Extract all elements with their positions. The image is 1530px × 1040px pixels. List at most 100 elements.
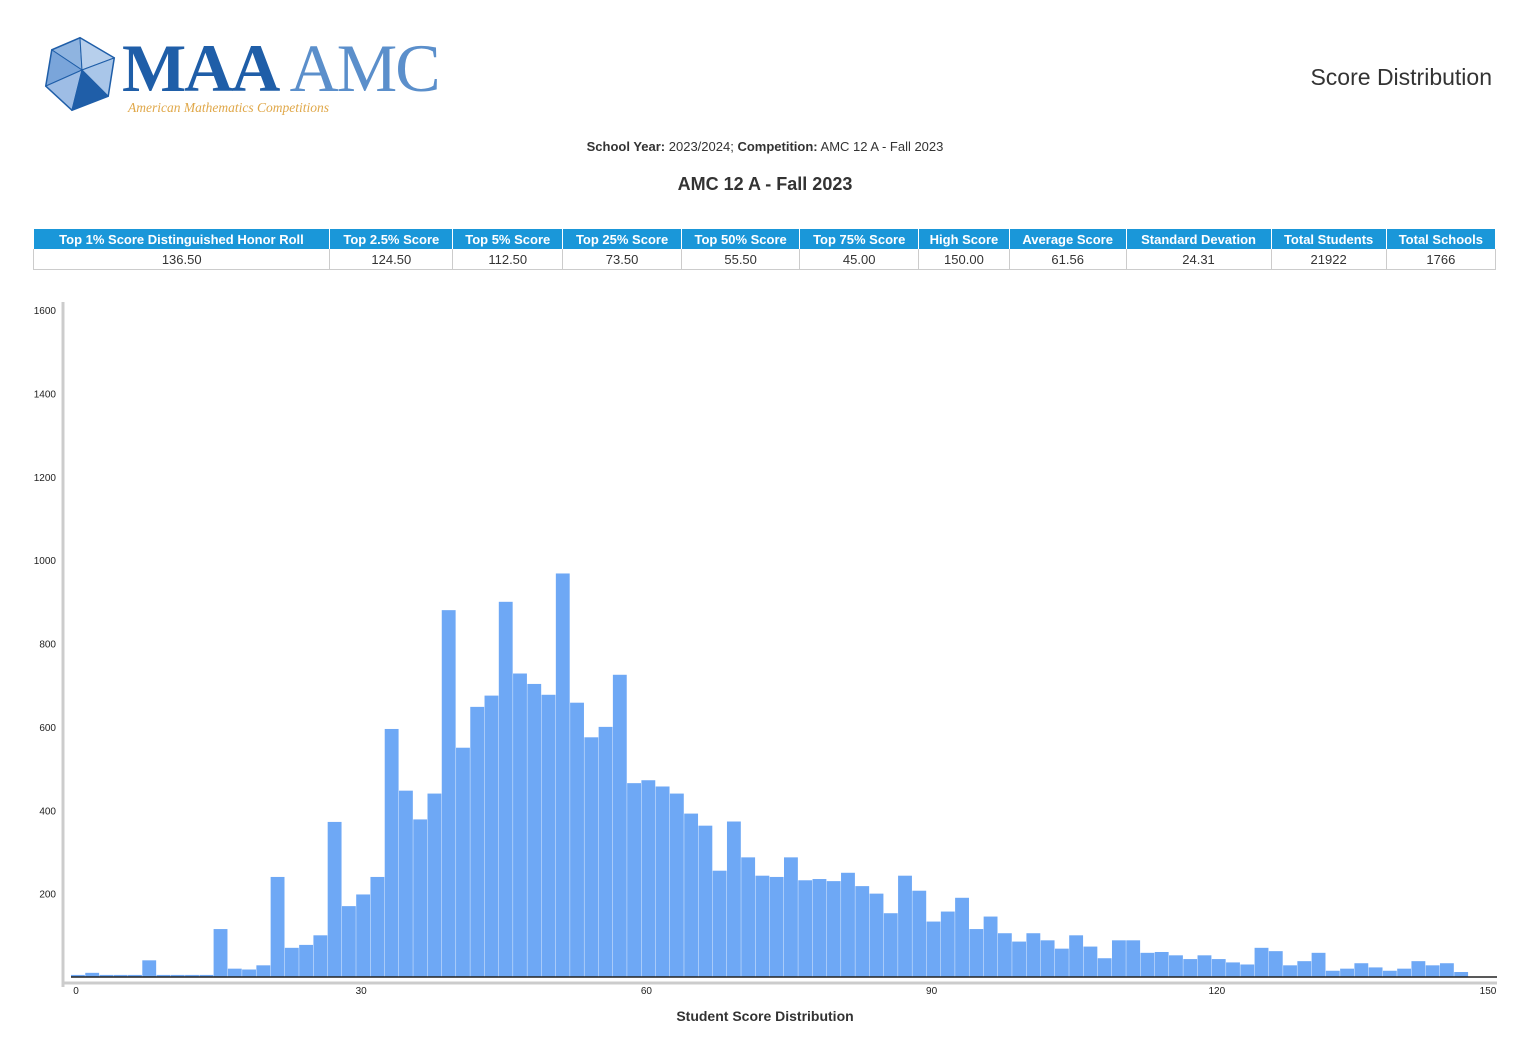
histogram-bar (270, 876, 285, 977)
histogram-bar (883, 913, 898, 977)
page-title: Score Distribution (1310, 64, 1492, 90)
histogram-bar (142, 960, 157, 977)
competition-label: Competition: (737, 139, 818, 154)
header-high-score: High Score (918, 229, 1010, 249)
histogram-bar (1411, 961, 1426, 977)
histogram-bar (969, 929, 984, 977)
histogram-bar (299, 944, 314, 977)
value-top-75-percent: 45.00 (799, 249, 919, 270)
histogram-bar (1368, 967, 1383, 977)
histogram-bar (1097, 958, 1112, 977)
histogram-bar (113, 974, 128, 977)
histogram-bar (85, 972, 100, 977)
value-top-50-percent: 55.50 (680, 249, 801, 270)
histogram-bar (1283, 965, 1297, 977)
histogram-bar (384, 728, 399, 977)
histogram-bar (1325, 970, 1340, 977)
histogram-bar (242, 969, 256, 977)
histogram-bar (784, 857, 798, 977)
histogram-bar (256, 965, 271, 977)
x-axis-label: Student Score Distribution (676, 1008, 853, 1024)
histogram-bar (313, 935, 328, 977)
histogram-bar (669, 793, 684, 977)
header-standard-deviation: Standard Devation (1126, 229, 1272, 249)
histogram-bar (1226, 962, 1240, 977)
histogram-bar (498, 601, 513, 977)
maa-amc-logo: MAA AMC American Mathematics Competition… (40, 30, 441, 130)
x-tick-label: 90 (926, 986, 938, 997)
histogram-bar (940, 911, 955, 977)
y-tick-label: 800 (39, 640, 56, 651)
histogram-bar (641, 780, 656, 977)
histogram-bar (1240, 964, 1255, 977)
histogram-bar (1140, 952, 1155, 977)
school-year-label: School Year: (586, 139, 666, 154)
header-top-75-percent: Top 75% Score (799, 229, 919, 249)
histogram-bar (327, 821, 342, 977)
histogram-bar (1439, 963, 1454, 977)
histogram-bar (484, 695, 499, 977)
header-total-students: Total Students (1271, 229, 1387, 249)
histogram-bar (855, 886, 870, 977)
histogram-bar (1254, 947, 1269, 977)
histogram-bar (99, 974, 114, 977)
competition-value: AMC 12 A - Fall 2023 (820, 139, 944, 154)
histogram-bar (1026, 933, 1041, 977)
histogram-bar (199, 974, 214, 977)
histogram-bar (612, 674, 627, 977)
histogram-bar (570, 702, 584, 977)
histogram-bar (185, 974, 199, 977)
histogram-bar (1183, 959, 1198, 977)
x-tick-label: 60 (641, 986, 653, 997)
histogram-bar (470, 706, 485, 977)
histogram-bar (1268, 951, 1283, 977)
value-high-score: 150.00 (917, 249, 1010, 270)
y-tick-label: 400 (39, 806, 56, 817)
histogram-bar (598, 726, 613, 978)
histogram-bar (170, 974, 185, 977)
histogram-bar (1454, 972, 1469, 977)
y-tick-label: 600 (39, 723, 56, 734)
histogram-bar (812, 879, 827, 977)
value-top-5-percent: 112.50 (452, 249, 564, 270)
histogram-bar (1012, 941, 1027, 977)
value-top-1-percent: 136.50 (32, 249, 331, 270)
histogram-bar (841, 872, 855, 977)
histogram-bar (213, 929, 228, 977)
stats-value-row: 136.50 124.50 112.50 73.50 55.50 45.00 1… (32, 249, 1497, 270)
school-year-value: 2023/2024; (668, 139, 734, 154)
histogram-bar (71, 974, 85, 977)
x-tick-label: 150 (1480, 986, 1497, 997)
histogram-bar (441, 610, 456, 977)
y-tick-label: 1600 (34, 306, 57, 317)
header-top-1-percent: Top 1% Score Distinguished Honor Roll (33, 229, 331, 249)
histogram-bar (741, 857, 756, 977)
histogram-bar (1197, 955, 1212, 977)
histogram-bar (456, 747, 470, 977)
report-filter-summary: School Year: 2023/2024; Competition: AMC… (0, 139, 1530, 154)
histogram-bar (527, 683, 542, 977)
histogram-bar (755, 875, 770, 977)
y-tick-label: 1400 (34, 389, 57, 400)
histogram-bar (655, 786, 670, 977)
logo-wordmark: MAA AMC (122, 32, 441, 104)
histogram-bar (627, 783, 641, 977)
histogram-bar (427, 793, 442, 977)
histogram-bar (1382, 970, 1397, 977)
histogram-bar (712, 870, 727, 977)
value-top-25-percent: 73.50 (562, 249, 682, 270)
histogram-bar (1111, 940, 1126, 977)
histogram-bar (1211, 959, 1226, 977)
icosahedron-logo-icon (44, 36, 116, 112)
histogram-bar (370, 876, 385, 977)
x-tick-label: 120 (1208, 986, 1225, 997)
histogram-bar (1297, 961, 1312, 977)
y-tick-label: 1000 (34, 556, 57, 567)
histogram-bar (555, 573, 570, 977)
histogram-bar (983, 916, 998, 977)
header-top-25-percent: Top 25% Score (562, 229, 682, 249)
histogram-bar (156, 974, 171, 977)
value-average-score: 61.56 (1008, 249, 1127, 270)
x-tick-label: 0 (73, 986, 79, 997)
histogram-bar (769, 876, 784, 977)
